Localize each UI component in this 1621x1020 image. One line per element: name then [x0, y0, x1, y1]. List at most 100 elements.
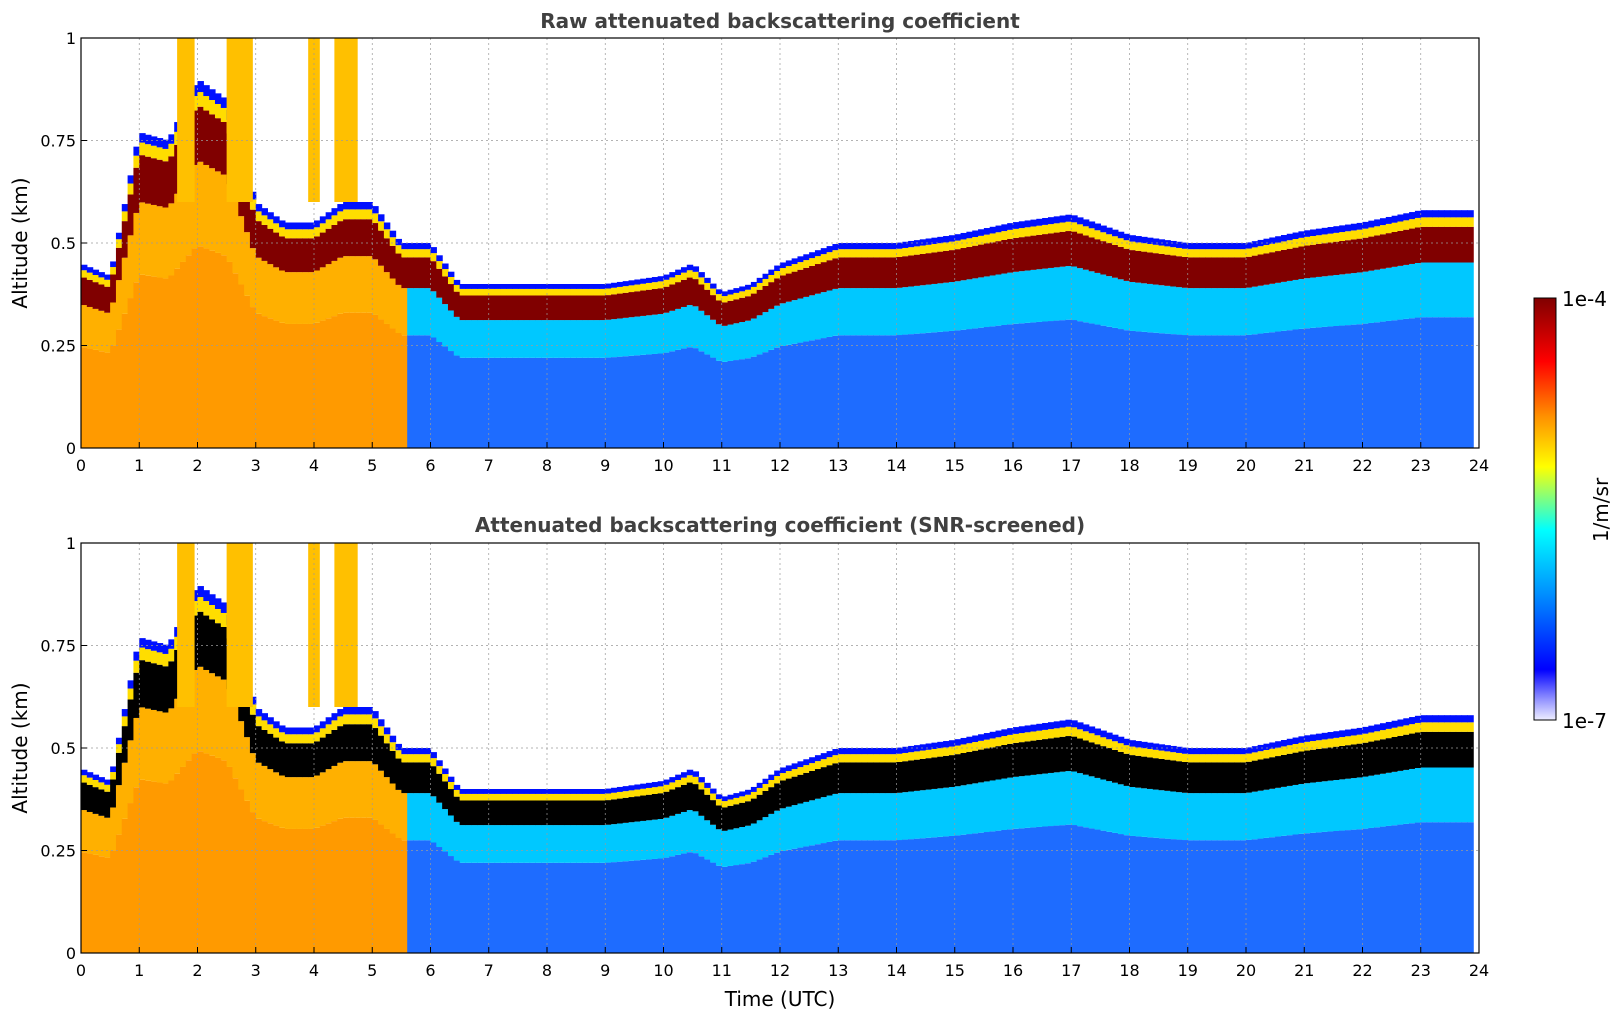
heatmap-cell — [1013, 727, 1020, 734]
heatmap-cell — [948, 755, 956, 788]
heatmap-cell — [150, 136, 158, 146]
heatmap-cell — [576, 793, 583, 801]
heatmap-cell — [127, 680, 135, 689]
heatmap-cell — [1333, 746, 1340, 780]
heatmap-cell — [214, 608, 222, 624]
heatmap-cell — [1397, 230, 1404, 266]
heatmap-cell — [1036, 730, 1043, 740]
heatmap-cell — [715, 794, 723, 800]
heatmap-cell — [902, 247, 909, 257]
heatmap-cell — [913, 759, 921, 791]
heatmap-cell — [139, 647, 146, 661]
heatmap-cell — [884, 748, 892, 755]
heatmap-cell — [1100, 241, 1107, 275]
heatmap-cell — [1094, 735, 1101, 745]
heatmap-cell — [1385, 216, 1393, 224]
heatmap-cell — [279, 725, 286, 733]
heatmap-cell — [844, 793, 851, 841]
heatmap-cell — [1170, 839, 1177, 953]
heatmap-cell — [139, 133, 146, 143]
heatmap-cell — [482, 793, 490, 801]
heatmap-cell — [552, 825, 560, 863]
heatmap-cell — [482, 825, 490, 863]
heatmap-cell — [1251, 247, 1259, 256]
heatmap-cell — [1385, 233, 1393, 268]
heatmap-cell — [832, 793, 839, 841]
heatmap-cell — [1042, 739, 1049, 774]
heatmap-cell — [308, 777, 315, 829]
heatmap-cell — [564, 284, 571, 289]
heatmap-cell — [197, 586, 204, 598]
heatmap-cell — [436, 766, 443, 774]
heatmap-cell — [133, 651, 140, 661]
heatmap-cell — [203, 615, 210, 670]
heatmap-cell — [209, 605, 216, 620]
heatmap-cell — [849, 288, 857, 336]
heatmap-cell — [622, 292, 630, 318]
heatmap-cell — [1106, 276, 1113, 327]
heatmap-cell — [1292, 232, 1300, 240]
heatmap-cell — [430, 253, 437, 262]
heatmap-cell — [1409, 318, 1416, 448]
heatmap-cell — [523, 800, 531, 826]
heatmap-cell — [1216, 288, 1224, 336]
heatmap-cell — [1222, 754, 1230, 763]
heatmap-cell — [1065, 221, 1072, 232]
heatmap-cell — [517, 789, 525, 794]
heatmap-cell — [978, 229, 985, 236]
heatmap-cell — [366, 202, 373, 210]
heatmap-cell — [587, 825, 595, 863]
heatmap-cell — [983, 733, 991, 740]
heatmap-cell — [680, 811, 688, 854]
heatmap-cell — [162, 783, 169, 953]
heatmap-cell — [587, 793, 595, 801]
heatmap-cell — [1112, 832, 1119, 953]
heatmap-cell — [750, 286, 758, 294]
heatmap-cell — [506, 288, 513, 296]
heatmap-cell — [453, 279, 461, 285]
heatmap-cell — [529, 825, 536, 863]
heatmap-cell — [1304, 741, 1311, 751]
heatmap-cell — [1368, 236, 1375, 271]
heatmap-cell — [1339, 730, 1346, 738]
heatmap-cell — [354, 724, 362, 762]
heatmap-cell — [558, 295, 566, 321]
heatmap-cell — [756, 354, 764, 448]
heatmap-cell — [1246, 256, 1253, 288]
heatmap-cell — [861, 762, 868, 794]
heatmap-cell — [855, 748, 863, 755]
heatmap-cell — [552, 288, 560, 296]
heatmap-cell — [902, 241, 909, 248]
x-tick-label: 18 — [1119, 961, 1139, 980]
heatmap-cell — [296, 828, 303, 953]
heatmap-cell — [1438, 217, 1445, 227]
heatmap-cell — [1181, 761, 1189, 793]
heatmap-cell — [255, 716, 263, 727]
heatmap-cell — [1187, 762, 1195, 794]
heatmap-cell — [675, 780, 682, 788]
heatmap-cell — [721, 807, 729, 831]
heatmap-cell — [995, 746, 1002, 780]
heatmap-cell — [523, 288, 531, 296]
heatmap-cell — [1461, 822, 1468, 953]
heatmap-cell — [1112, 327, 1119, 448]
heatmap-cell — [319, 825, 327, 953]
heatmap-cell — [436, 342, 443, 448]
heatmap-cell — [284, 229, 292, 239]
heatmap-cell — [430, 752, 437, 759]
heatmap-cell — [290, 229, 298, 239]
heatmap-cell — [1065, 824, 1072, 953]
heatmap-cell — [1420, 715, 1428, 723]
heatmap-cell — [692, 811, 700, 854]
heatmap-cell — [937, 741, 944, 749]
heatmap-cell — [1135, 755, 1142, 788]
heatmap-cell — [692, 266, 700, 272]
heatmap-cell — [826, 246, 834, 253]
heatmap-cell — [535, 288, 542, 296]
heatmap-cell — [168, 203, 175, 276]
heatmap-cell — [238, 789, 245, 953]
heatmap-cell — [290, 734, 298, 744]
heatmap-cell — [104, 279, 111, 287]
heatmap-cell — [535, 284, 542, 289]
heatmap-cell — [908, 839, 915, 953]
